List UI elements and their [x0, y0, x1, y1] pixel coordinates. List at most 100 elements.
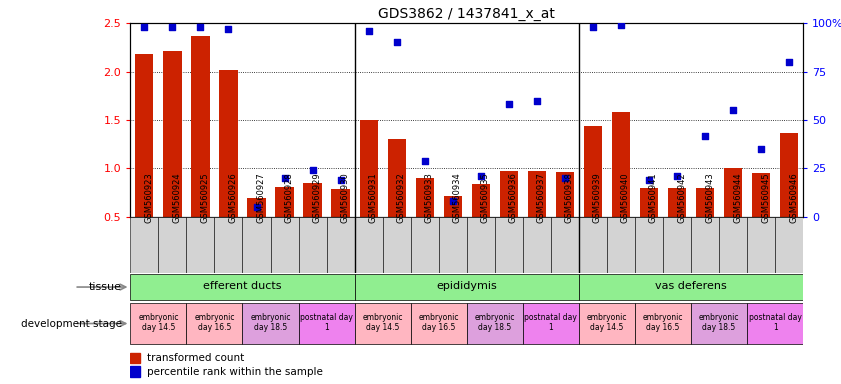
- Point: [446, 199, 459, 205]
- Point: [222, 26, 235, 32]
- Bar: [214, 217, 242, 273]
- Point: [166, 24, 179, 30]
- Bar: [242, 303, 299, 344]
- Bar: [443, 195, 462, 265]
- Text: transformed count: transformed count: [147, 353, 245, 363]
- Bar: [752, 173, 770, 265]
- Text: embryonic
day 16.5: embryonic day 16.5: [643, 313, 683, 332]
- Bar: [191, 36, 209, 265]
- Bar: [331, 189, 350, 265]
- Bar: [635, 303, 691, 344]
- Text: GSM560944: GSM560944: [733, 172, 742, 223]
- Text: epididymis: epididymis: [436, 281, 497, 291]
- Text: GSM560934: GSM560934: [452, 172, 462, 223]
- Bar: [500, 171, 518, 265]
- Point: [193, 24, 207, 30]
- Text: efferent ducts: efferent ducts: [204, 281, 282, 291]
- Bar: [747, 303, 803, 344]
- Bar: [611, 112, 630, 265]
- Bar: [556, 172, 574, 265]
- Bar: [355, 274, 579, 300]
- Bar: [472, 184, 489, 265]
- Point: [502, 101, 516, 108]
- Bar: [242, 217, 271, 273]
- Text: development stage: development stage: [21, 318, 122, 329]
- Bar: [691, 217, 719, 273]
- Text: percentile rank within the sample: percentile rank within the sample: [147, 367, 323, 377]
- Text: GSM560940: GSM560940: [621, 172, 630, 223]
- Bar: [187, 303, 242, 344]
- Text: GSM560943: GSM560943: [705, 172, 714, 223]
- Bar: [130, 303, 187, 344]
- Point: [643, 177, 656, 183]
- Bar: [439, 217, 467, 273]
- Bar: [724, 169, 742, 265]
- Bar: [607, 217, 635, 273]
- Text: GSM560937: GSM560937: [537, 172, 546, 223]
- Title: GDS3862 / 1437841_x_at: GDS3862 / 1437841_x_at: [378, 7, 555, 21]
- Point: [278, 175, 291, 181]
- Text: GSM560925: GSM560925: [200, 172, 209, 223]
- Bar: [135, 54, 153, 265]
- Point: [418, 158, 431, 164]
- Text: embryonic
day 16.5: embryonic day 16.5: [194, 313, 235, 332]
- Bar: [410, 217, 439, 273]
- Bar: [523, 303, 579, 344]
- Bar: [579, 274, 803, 300]
- Bar: [691, 303, 747, 344]
- Bar: [326, 217, 355, 273]
- Text: GSM560941: GSM560941: [649, 172, 658, 223]
- Bar: [187, 217, 214, 273]
- Bar: [719, 217, 747, 273]
- Text: GSM560930: GSM560930: [341, 172, 350, 223]
- Text: GSM560927: GSM560927: [257, 172, 266, 223]
- Bar: [467, 303, 523, 344]
- Text: GSM560933: GSM560933: [425, 172, 434, 223]
- Bar: [299, 217, 326, 273]
- Point: [334, 177, 347, 183]
- Bar: [410, 303, 467, 344]
- Bar: [247, 198, 266, 265]
- Text: GSM560928: GSM560928: [284, 172, 294, 223]
- Text: GSM560939: GSM560939: [593, 172, 602, 223]
- Bar: [158, 217, 187, 273]
- Point: [390, 40, 404, 46]
- Text: tissue: tissue: [89, 282, 122, 292]
- Bar: [527, 171, 546, 265]
- Text: postnatal day
1: postnatal day 1: [748, 313, 801, 332]
- Text: embryonic
day 14.5: embryonic day 14.5: [362, 313, 403, 332]
- Text: GSM560924: GSM560924: [172, 172, 182, 223]
- Bar: [635, 217, 663, 273]
- Text: vas deferens: vas deferens: [655, 281, 727, 291]
- Bar: [415, 178, 434, 265]
- Point: [698, 132, 711, 139]
- Point: [530, 98, 543, 104]
- Bar: [640, 188, 658, 265]
- Bar: [579, 217, 607, 273]
- Text: GSM560942: GSM560942: [677, 172, 686, 223]
- Text: GSM560923: GSM560923: [145, 172, 153, 223]
- Bar: [359, 120, 378, 265]
- Text: GSM560929: GSM560929: [313, 172, 321, 223]
- Bar: [299, 303, 355, 344]
- Text: GSM560945: GSM560945: [761, 172, 770, 223]
- Bar: [467, 217, 495, 273]
- Text: embryonic
day 14.5: embryonic day 14.5: [138, 313, 178, 332]
- Text: GSM560935: GSM560935: [481, 172, 489, 223]
- Bar: [668, 188, 686, 265]
- Bar: [130, 353, 140, 363]
- Text: GSM560931: GSM560931: [368, 172, 378, 223]
- Point: [250, 204, 263, 210]
- Bar: [275, 187, 294, 265]
- Bar: [579, 303, 635, 344]
- Bar: [383, 217, 410, 273]
- Point: [138, 24, 151, 30]
- Bar: [775, 217, 803, 273]
- Point: [727, 107, 740, 113]
- Point: [306, 167, 320, 174]
- Bar: [130, 274, 355, 300]
- Text: GSM560932: GSM560932: [397, 172, 405, 223]
- Bar: [663, 217, 691, 273]
- Bar: [130, 366, 140, 377]
- Text: GSM560946: GSM560946: [789, 172, 798, 223]
